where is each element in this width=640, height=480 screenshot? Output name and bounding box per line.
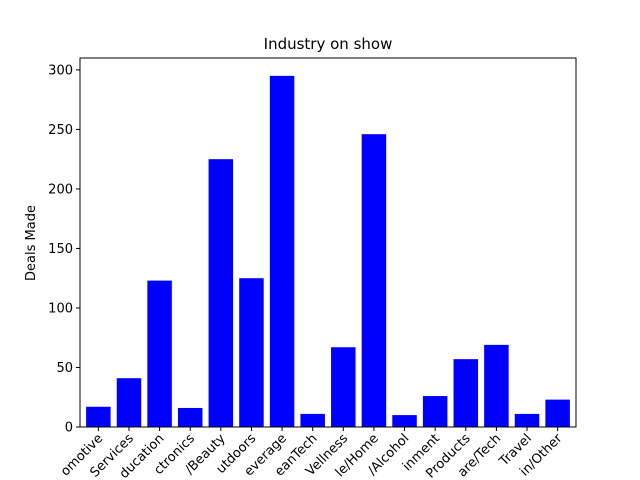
y-tick-label: 300	[48, 63, 73, 78]
y-tick-label: 150	[48, 242, 73, 257]
bar	[177, 407, 203, 427]
plot-frame	[79, 57, 577, 428]
bar	[361, 134, 387, 427]
y-axis-ticks: 0 50 100 150 200 250 300	[48, 63, 80, 436]
x-axis-ticks: omotiveServicesducationctronics/Beautyut…	[58, 427, 566, 480]
y-tick-label: 50	[56, 361, 73, 376]
bar	[300, 413, 325, 427]
y-tick-label: 250	[48, 123, 73, 138]
bar	[269, 75, 295, 428]
bar	[392, 415, 417, 427]
y-axis-label: Deals Made	[24, 205, 39, 281]
y-tick-label: 100	[48, 301, 73, 316]
bar	[239, 278, 264, 427]
y-tick-label: 0	[65, 421, 73, 436]
bars	[86, 75, 570, 428]
bar	[514, 413, 540, 427]
y-tick-label: 200	[48, 182, 73, 197]
bar	[208, 159, 234, 427]
bar	[116, 378, 142, 427]
bar	[484, 344, 509, 427]
chart-title: Industry on show	[264, 35, 393, 53]
bar	[545, 399, 570, 427]
bar	[147, 280, 172, 427]
bar	[331, 347, 356, 427]
bar	[453, 359, 479, 427]
bar	[422, 396, 448, 427]
bar	[86, 406, 111, 427]
